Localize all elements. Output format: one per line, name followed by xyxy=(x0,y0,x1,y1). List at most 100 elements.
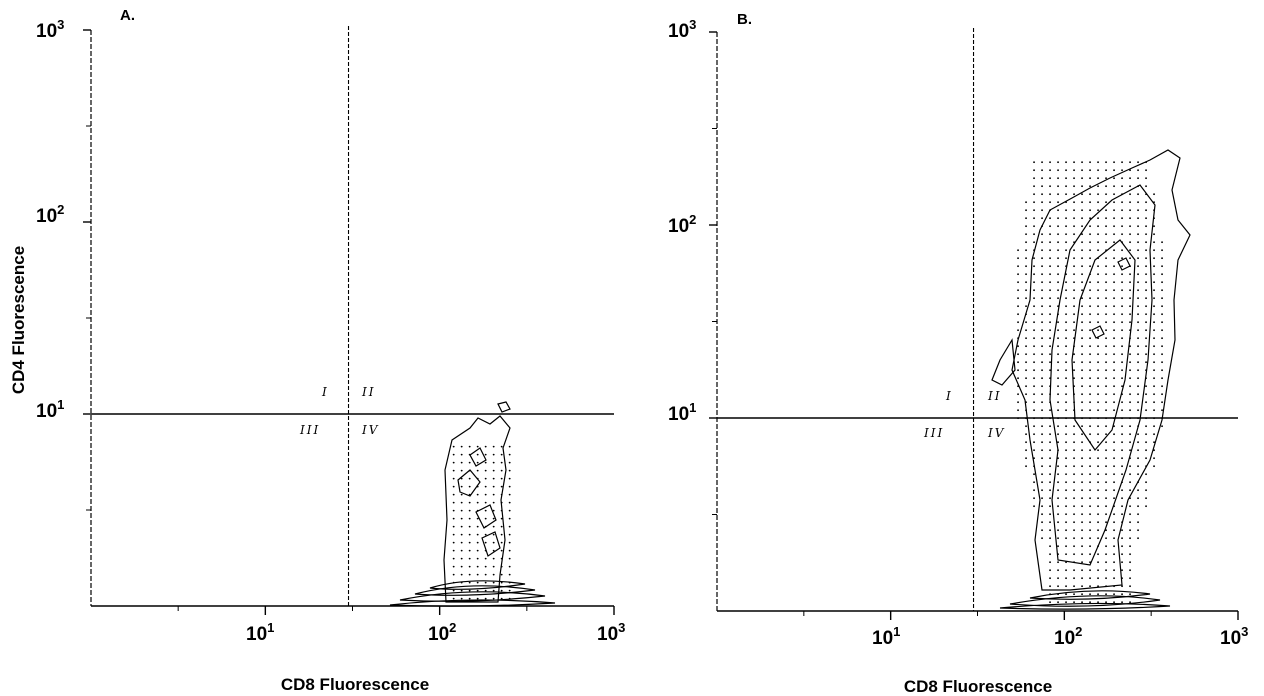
panel-a-density-dot-2 xyxy=(468,445,471,448)
panel-a-density-dot-108 xyxy=(484,549,487,552)
panel-a-contour-inner-2 xyxy=(475,504,497,529)
panel-b-density-dot-684 xyxy=(1033,465,1035,468)
panel-b-density-dot-256 xyxy=(1025,281,1027,284)
panel-b-density-dot-300 xyxy=(1073,297,1075,300)
panel-b-contour-spot-2 xyxy=(1091,325,1105,339)
panel-a-density-dot-48 xyxy=(452,493,455,496)
panel-b-density-dot-553 xyxy=(1121,401,1123,404)
panel-b-density-dot-435 xyxy=(1089,353,1091,356)
panel-b-density-dot-79 xyxy=(1049,201,1051,204)
panel-b-density-dot-100 xyxy=(1081,209,1083,212)
panel-b-density-dot-597 xyxy=(1025,425,1027,428)
panel-b-density-dot-502 xyxy=(1017,385,1019,388)
panel-b-density-dot-461 xyxy=(1145,361,1147,364)
panel-b-density-dot-647 xyxy=(1145,441,1147,444)
panel-b-density-dot-607 xyxy=(1105,425,1107,428)
panel-b-density-dot-905 xyxy=(1057,601,1059,604)
panel-b-density-dot-713 xyxy=(1137,473,1139,476)
panel-b-density-dot-539 xyxy=(1161,393,1163,396)
panel-b-density-dot-116 xyxy=(1073,217,1075,220)
panel-a-density-dot-24 xyxy=(452,469,455,472)
panel-b-density-dot-231 xyxy=(1129,265,1131,268)
panel-b-density-dot-136 xyxy=(1097,225,1099,228)
panel-a-y-tick-label-1000: 103 xyxy=(36,17,64,42)
panel-b-density-dot-165 xyxy=(1057,241,1059,244)
panel-b-density-dot-442 xyxy=(1145,353,1147,356)
panel-b-density-dot-676 xyxy=(1105,457,1107,460)
panel-a-density-dot-141 xyxy=(492,581,495,584)
panel-b-density-dot-513 xyxy=(1105,385,1107,388)
panel-b-density-dot-38 xyxy=(1097,177,1099,180)
panel-a-x-tick-label-100: 102 xyxy=(428,620,456,645)
panel-b-density-dot-308 xyxy=(1137,297,1139,300)
panel-b-density-dot-363 xyxy=(1121,321,1123,324)
panel-b-density-dot-829 xyxy=(1065,545,1067,548)
panel-b-density-dot-215 xyxy=(1153,257,1155,260)
panel-b-density-dot-873 xyxy=(1065,577,1067,580)
panel-b-density-dot-786 xyxy=(1129,513,1131,516)
panel-a-density-dot-106 xyxy=(468,549,471,552)
panel-b-density-dot-716 xyxy=(1041,481,1043,484)
panel-b-density-dot-389 xyxy=(1025,337,1027,340)
panel-b-density-dot-722 xyxy=(1089,481,1091,484)
panel-b-density-dot-755 xyxy=(1113,497,1115,500)
panel-b-density-dot-670 xyxy=(1057,457,1059,460)
panel-b-density-dot-859 xyxy=(1129,561,1131,564)
panel-a-density-dot-81 xyxy=(460,525,463,528)
panel-b-density-dot-654 xyxy=(1065,449,1067,452)
panel-b-density-dot-327 xyxy=(1137,305,1139,308)
panel-a-x-tick-label-10: 101 xyxy=(246,620,274,645)
panel-b-density-dot-259 xyxy=(1049,281,1051,284)
panel-a-density-dot-26 xyxy=(468,469,471,472)
panel-b-density-dot-649 xyxy=(1025,449,1027,452)
panel-b-density-dot-311 xyxy=(1161,297,1163,300)
panel-b-density-dot-320 xyxy=(1081,305,1083,308)
panel-a-density-dot-94 xyxy=(500,533,503,536)
panel-a-density-dot-9 xyxy=(460,453,463,456)
panel-b-density-dot-552 xyxy=(1113,401,1115,404)
panel-b-density-dot-687 xyxy=(1057,465,1059,468)
panel-a-density-dot-151 xyxy=(508,589,511,592)
panel-a-density-dot-125 xyxy=(492,565,495,568)
panel-b-density-dot-579 xyxy=(1025,417,1027,420)
panel-b-density-dot-728 xyxy=(1137,481,1139,484)
panel-b-density-dot-114 xyxy=(1057,217,1059,220)
panel-b-x-axis-title: CD8 Fluorescence xyxy=(904,677,1052,696)
panel-a-density-dot-68 xyxy=(484,509,487,512)
panel-b-density-dot-105 xyxy=(1121,209,1123,212)
panel-b-density-dot-514 xyxy=(1113,385,1115,388)
panel-b-density-dot-59 xyxy=(1145,185,1147,188)
panel-b-density-dot-342 xyxy=(1105,313,1107,316)
panel-b-density-dot-401 xyxy=(1121,337,1123,340)
panel-b-chart: B. 103 102 101 101 102 103 CD8 Fluoresce… xyxy=(668,11,1248,696)
panel-b-density-dot-803 xyxy=(1057,529,1059,532)
panel-b-density-dot-51 xyxy=(1081,185,1083,188)
panel-b-contour-base-3 xyxy=(999,602,1171,610)
panel-b-density-dot-662 xyxy=(1129,449,1131,452)
panel-b-density-dot-188 xyxy=(1089,249,1091,252)
panel-b-density-dot-619 xyxy=(1057,433,1059,436)
panel-a-density-dot-14 xyxy=(500,453,503,456)
panel-b-density-dot-839 xyxy=(1057,553,1059,556)
panel-b-density-dot-7 xyxy=(1089,161,1091,164)
panel-b-label: B. xyxy=(737,11,752,28)
panel-b-density-dot-625 xyxy=(1105,433,1107,436)
panel-b-density-dot-493 xyxy=(1097,377,1099,380)
panel-b-density-dot-199 xyxy=(1025,257,1027,260)
panel-b-density-dot-245 xyxy=(1089,273,1091,276)
panel-b-density-dot-465 xyxy=(1025,369,1027,372)
panel-b-density-dot-27 xyxy=(1129,169,1131,172)
panel-b-density-dot-636 xyxy=(1057,441,1059,444)
panel-b-density-dot-724 xyxy=(1105,481,1107,484)
panel-b-density-dot-685 xyxy=(1041,465,1043,468)
panel-b-density-dot-680 xyxy=(1137,457,1139,460)
panel-b-density-dot-40 xyxy=(1113,177,1115,180)
panel-b-density-dot-727 xyxy=(1129,481,1131,484)
panel-b-density-dot-102 xyxy=(1097,209,1099,212)
panel-b-density-dot-426 xyxy=(1017,353,1019,356)
panel-b-density-dot-262 xyxy=(1073,281,1075,284)
panel-b-density-dot-771 xyxy=(1121,505,1123,508)
panel-b-density-dot-844 xyxy=(1097,553,1099,556)
panel-b-density-dot-185 xyxy=(1065,249,1067,252)
panel-a-density-dot-19 xyxy=(476,461,479,464)
